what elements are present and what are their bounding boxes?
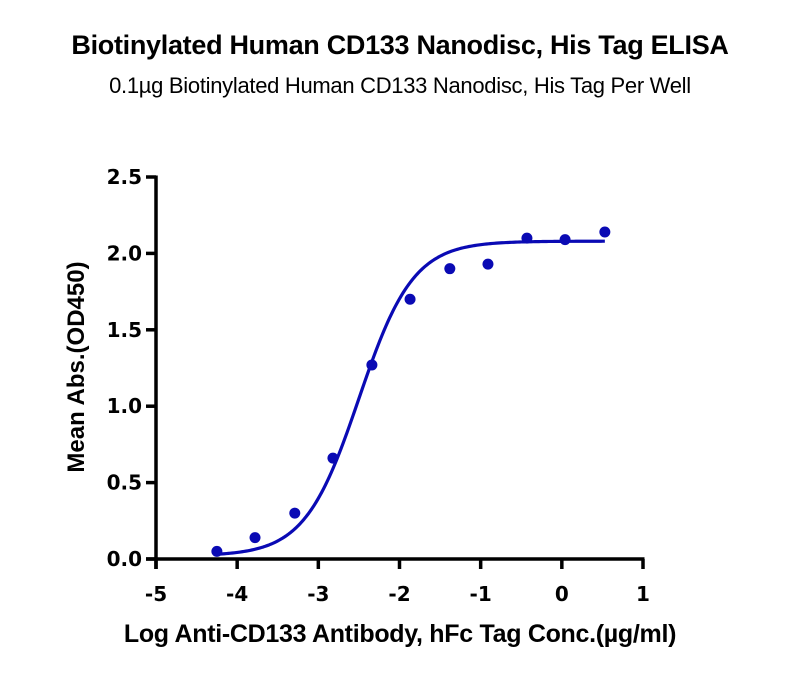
chart-title: Biotinylated Human CD133 Nanodisc, His T…	[71, 30, 729, 60]
data-point	[366, 359, 378, 371]
y-tick-label: 0.0	[107, 547, 142, 571]
axes: 0.0 0.5 1.0 1.5 2.0 2.5 -5 -4 -3 -2 -1 0 1	[107, 165, 650, 606]
y-tick-label: 2.0	[107, 241, 142, 265]
data-points	[211, 226, 611, 557]
x-tick-label: -2	[388, 582, 410, 606]
data-point	[289, 507, 301, 519]
data-point	[482, 258, 494, 270]
fit-curve-path	[216, 239, 605, 556]
data-point	[249, 532, 261, 544]
data-point	[559, 234, 571, 246]
x-tick-label: 1	[636, 582, 650, 606]
x-tick-label: -4	[226, 582, 248, 606]
x-tick-label: -3	[307, 582, 329, 606]
y-tick-label: 0.5	[107, 471, 142, 495]
data-point	[444, 263, 456, 275]
y-tick-label: 1.0	[107, 394, 142, 418]
fit-curve	[216, 239, 605, 556]
y-tick-label: 1.5	[107, 318, 142, 342]
data-point	[404, 293, 416, 305]
x-tick-label: -1	[470, 582, 492, 606]
data-point	[521, 232, 533, 244]
data-point	[327, 452, 339, 464]
chart-subtitle: 0.1µg Biotinylated Human CD133 Nanodisc,…	[109, 73, 691, 98]
x-tick-label: -5	[145, 582, 167, 606]
data-point	[211, 545, 223, 557]
data-point	[599, 226, 611, 238]
x-axis-title: Log Anti-CD133 Antibody, hFc Tag Conc.(µ…	[123, 620, 677, 648]
x-tick-label: 0	[555, 582, 569, 606]
y-tick-label: 2.5	[107, 165, 142, 189]
